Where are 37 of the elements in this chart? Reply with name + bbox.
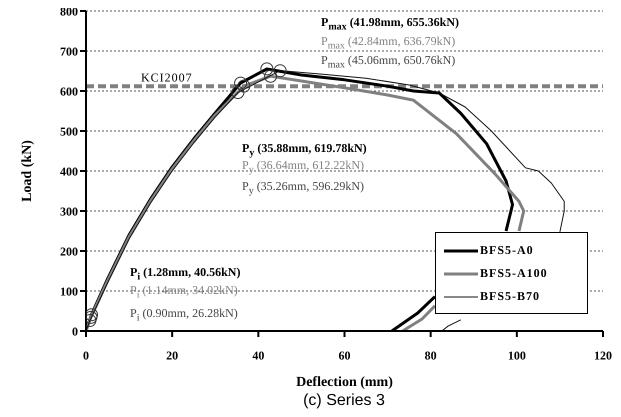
annotation: P$_{max}$ (42.84mm, 636.79kN) [321,33,456,54]
point [237,80,250,93]
y-axis-title: Load (kN) [20,140,35,202]
point [86,308,98,322]
x-tick-label: 0 [83,348,89,363]
annotation: P$_{i}$ (0.90mm, 26.28kN) [130,305,238,326]
annotation: P$_{y}$ (36.64mm, 612.22kN) [242,158,364,178]
y-tick-label: 300 [60,204,78,218]
x-tick-label: 120 [594,348,612,363]
legend-label: BFS5-A100 [480,266,548,281]
y-tick-label: 0 [72,324,78,338]
legend-label: BFS5-B70 [480,289,540,304]
point [260,62,274,76]
point [264,70,278,83]
annotation: P$_{y}$ (35.26mm, 596.29kN) [242,178,364,198]
x-tick-label: 60 [338,348,350,363]
x-tick-label: 80 [424,348,437,363]
x-tick-label: 20 [166,348,178,363]
text: (c) Series 3 [302,392,386,410]
y-tick-label: 700 [60,44,78,58]
y-tick-label: 200 [60,244,78,258]
annotation: P$_{i}$ (1.28mm, 40.56kN) [130,265,240,282]
legend-label: BFS5-A0 [480,243,534,258]
point [231,86,244,99]
point [234,76,248,90]
point [274,64,287,78]
y-tick-label: 600 [60,84,78,98]
y-tick-label: 500 [60,124,78,138]
x-tick-label: 40 [252,348,264,363]
ref-line-label: KCI2007 [141,70,193,85]
annotation: P$_{max}$ (41.98mm, 655.36kN) [321,14,460,34]
x-tick-label: 100 [508,348,526,363]
annotation: P$_{max}$ (45.06mm, 650.76kN) [321,52,456,72]
x-axis-title: Deflection (mm) [296,375,394,390]
y-tick-label: 100 [60,284,78,298]
y-tick-label: 400 [60,164,78,178]
annotation: P$_{y}$ (35.88mm, 619.78kN) [242,141,367,158]
